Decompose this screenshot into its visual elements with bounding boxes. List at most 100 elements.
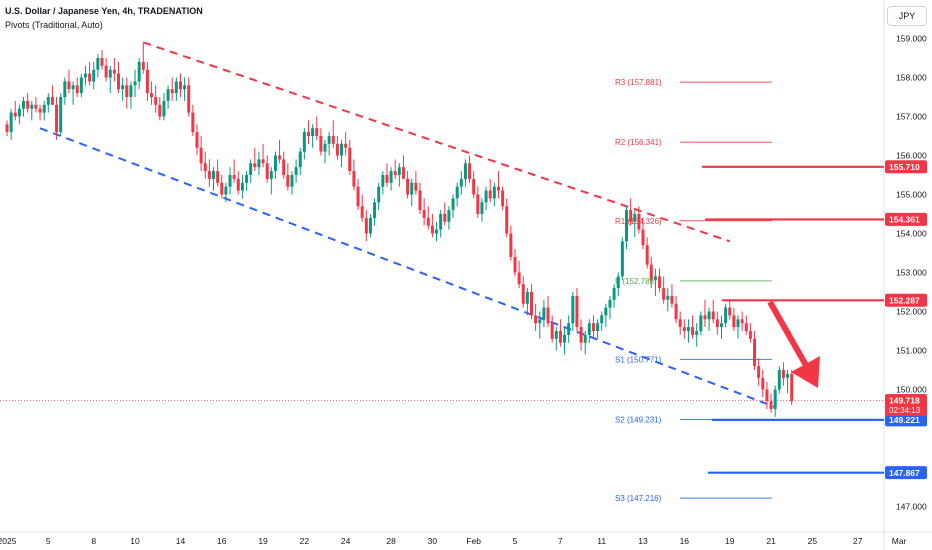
arrow-shaft <box>767 300 810 369</box>
candle-body <box>373 202 377 218</box>
candle-body <box>306 132 310 136</box>
candle-body <box>406 178 410 195</box>
time-tick: 14 <box>176 536 186 546</box>
candle-body <box>50 97 54 105</box>
candle-body <box>220 182 224 195</box>
candle-body <box>538 319 542 324</box>
candle-body <box>591 323 595 331</box>
price-tick: 150.000 <box>896 385 927 395</box>
candle-body <box>117 73 121 90</box>
candle-body <box>587 323 591 335</box>
candle-body <box>269 171 273 179</box>
candle-body <box>505 206 509 234</box>
candle-body <box>422 210 426 218</box>
candle-body <box>757 366 761 378</box>
candle-body <box>604 307 608 316</box>
down-arrow <box>767 300 820 388</box>
indicator-label[interactable]: Pivots (Traditional, Auto) <box>5 20 103 30</box>
candle-body <box>435 229 439 234</box>
candle-body <box>744 323 748 331</box>
candle-body <box>645 245 649 265</box>
candle-body <box>364 217 368 234</box>
candle-body <box>488 190 492 199</box>
time-tick: Feb <box>466 536 481 546</box>
candle-body <box>748 331 752 339</box>
level-badge-value: 154.361 <box>889 215 920 225</box>
candle-body <box>707 311 711 320</box>
candle-body <box>191 112 195 133</box>
candle-body <box>430 225 434 234</box>
candle-body <box>166 89 170 101</box>
level-badge-value: 155.710 <box>889 162 920 172</box>
pivot-levels: R3 (157.881)R2 (156.341)R1 (154.326)P (1… <box>615 78 772 503</box>
candle-body <box>455 186 459 199</box>
candle-body <box>92 69 96 82</box>
time-tick: 13 <box>638 536 648 546</box>
candle-body <box>620 241 624 277</box>
candle-body <box>100 58 104 66</box>
candle-body <box>245 175 249 183</box>
candle-body <box>612 288 616 300</box>
time-tick: 24 <box>341 536 351 546</box>
candle-body <box>158 104 162 117</box>
candle-body <box>17 108 21 117</box>
candle-body <box>781 370 785 378</box>
candle-body <box>265 163 269 179</box>
candle-body <box>385 175 389 183</box>
candle-body <box>348 147 352 172</box>
time-axis[interactable]: 2025 5 8 10 14 16 19 22 24 28 30 Feb 5 7 11 13 16 19 21 25 2… <box>0 536 907 546</box>
candle-body <box>212 171 215 179</box>
price-axis[interactable]: 147.000 150.000 151.000 152.000 153.000 154.0… <box>896 34 927 512</box>
candle-body <box>240 182 244 191</box>
price-tick: 157.000 <box>896 112 927 122</box>
candle-body <box>315 128 319 136</box>
candle-body <box>83 73 87 78</box>
pivot-label-r3: R3 (157.881) <box>615 78 662 87</box>
candle-body <box>170 89 174 94</box>
candle-body <box>786 373 790 378</box>
candle-body <box>492 186 496 199</box>
candle-body <box>711 311 715 320</box>
candle-body <box>583 334 587 343</box>
time-tick: 22 <box>300 536 310 546</box>
last-price-value: 149.718 <box>889 395 920 405</box>
candle-body <box>773 389 777 409</box>
candle-body <box>480 202 484 214</box>
price-tick: 158.000 <box>896 73 927 83</box>
candle-body <box>732 315 736 328</box>
candle-body <box>340 143 344 156</box>
candle-body <box>360 206 364 218</box>
candle-body <box>468 163 472 179</box>
last-price-badge <box>885 393 927 416</box>
candle-body <box>616 276 620 289</box>
candle-body <box>472 178 476 195</box>
time-tick: 19 <box>258 536 268 546</box>
candle-body <box>183 85 187 90</box>
candle-body <box>195 132 199 148</box>
pivot-label-s1: S1 (150.771) <box>615 355 662 364</box>
candle-body <box>740 319 744 324</box>
candle-body <box>542 307 546 320</box>
candle-body <box>699 315 703 331</box>
price-tick: 156.000 <box>896 151 927 161</box>
candle-body <box>22 100 26 109</box>
currency-button[interactable]: JPY <box>887 6 927 26</box>
candle-body <box>521 284 525 304</box>
candle-body <box>145 69 149 94</box>
candle-body <box>178 81 182 90</box>
candle-body <box>769 401 773 409</box>
price-tick: 154.000 <box>896 229 927 239</box>
candle-body <box>26 100 30 109</box>
candle-body <box>509 233 513 257</box>
candle-body <box>686 327 690 331</box>
candle-body <box>649 264 653 281</box>
candle-body <box>38 108 42 113</box>
candle-body <box>443 214 447 222</box>
time-tick: 19 <box>725 536 735 546</box>
candle-body <box>517 272 521 285</box>
candle-body <box>674 303 678 320</box>
candle-body <box>410 182 414 195</box>
candle-body <box>224 186 228 195</box>
candle-body <box>294 167 298 175</box>
